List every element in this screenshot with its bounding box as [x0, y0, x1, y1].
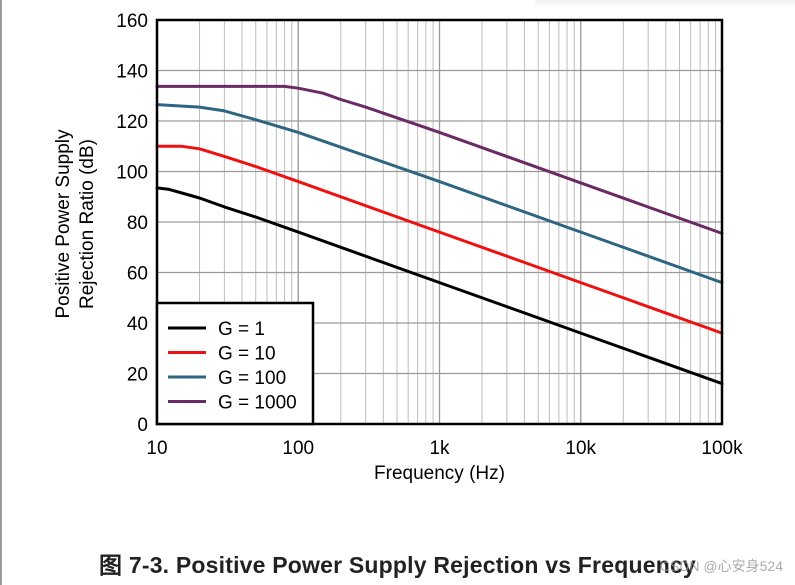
y-tick-label: 140: [116, 62, 148, 83]
legend: G = 1 G = 10 G = 100 G = 1000: [155, 301, 315, 426]
top-right-shade: [535, 0, 795, 8]
y-tick-label: 20: [127, 365, 148, 386]
x-tick-labels: 10 100 1k 10k 100k: [146, 438, 743, 459]
plot-frame: [155, 18, 724, 426]
x-tick-label: 10k: [565, 438, 596, 459]
y-axis-label: Positive Power Supply Rejection Ratio (d…: [53, 129, 98, 319]
y-tick-label: 60: [127, 264, 148, 285]
series-lines: [155, 84, 724, 386]
x-tick-label: 100k: [701, 438, 743, 459]
legend-label: G = 1000: [218, 393, 297, 414]
legend-box: [155, 301, 315, 426]
y-tick-labels: 0 20 40 60 80 100 120 140 160: [116, 11, 148, 436]
x-axis-label: Frequency (Hz): [374, 463, 505, 484]
series-line: [155, 84, 724, 235]
x-tick-label: 100: [282, 438, 314, 459]
y-tick-label: 160: [116, 11, 148, 32]
series-line: [155, 144, 724, 335]
window-left-edge: [0, 0, 2, 585]
y-tick-label: 80: [127, 213, 148, 234]
series-line: [155, 103, 724, 285]
legend-label: G = 10: [218, 344, 276, 365]
x-tick-label: 1k: [429, 438, 450, 459]
series-line: [155, 186, 724, 386]
figure-caption: 图 7-3. Positive Power Supply Rejection v…: [99, 552, 696, 578]
y-tick-label: 0: [137, 415, 148, 436]
y-axis-label-line-1: Positive Power Supply: [53, 129, 74, 319]
psrr-chart: 0 20 40 60 80 100 120 140 160 10 100 1k 10k 100k Fre…: [53, 11, 743, 484]
legend-label: G = 1: [218, 319, 265, 340]
y-tick-label: 120: [116, 112, 148, 133]
legend-label: G = 100: [218, 368, 286, 389]
y-tick-label: 40: [127, 314, 148, 335]
y-axis-label-line-2: Rejection Ratio (dB): [77, 139, 98, 309]
watermark: CSDN @心安身524: [659, 558, 783, 574]
x-tick-label: 10: [146, 438, 167, 459]
y-tick-label: 100: [116, 163, 148, 184]
